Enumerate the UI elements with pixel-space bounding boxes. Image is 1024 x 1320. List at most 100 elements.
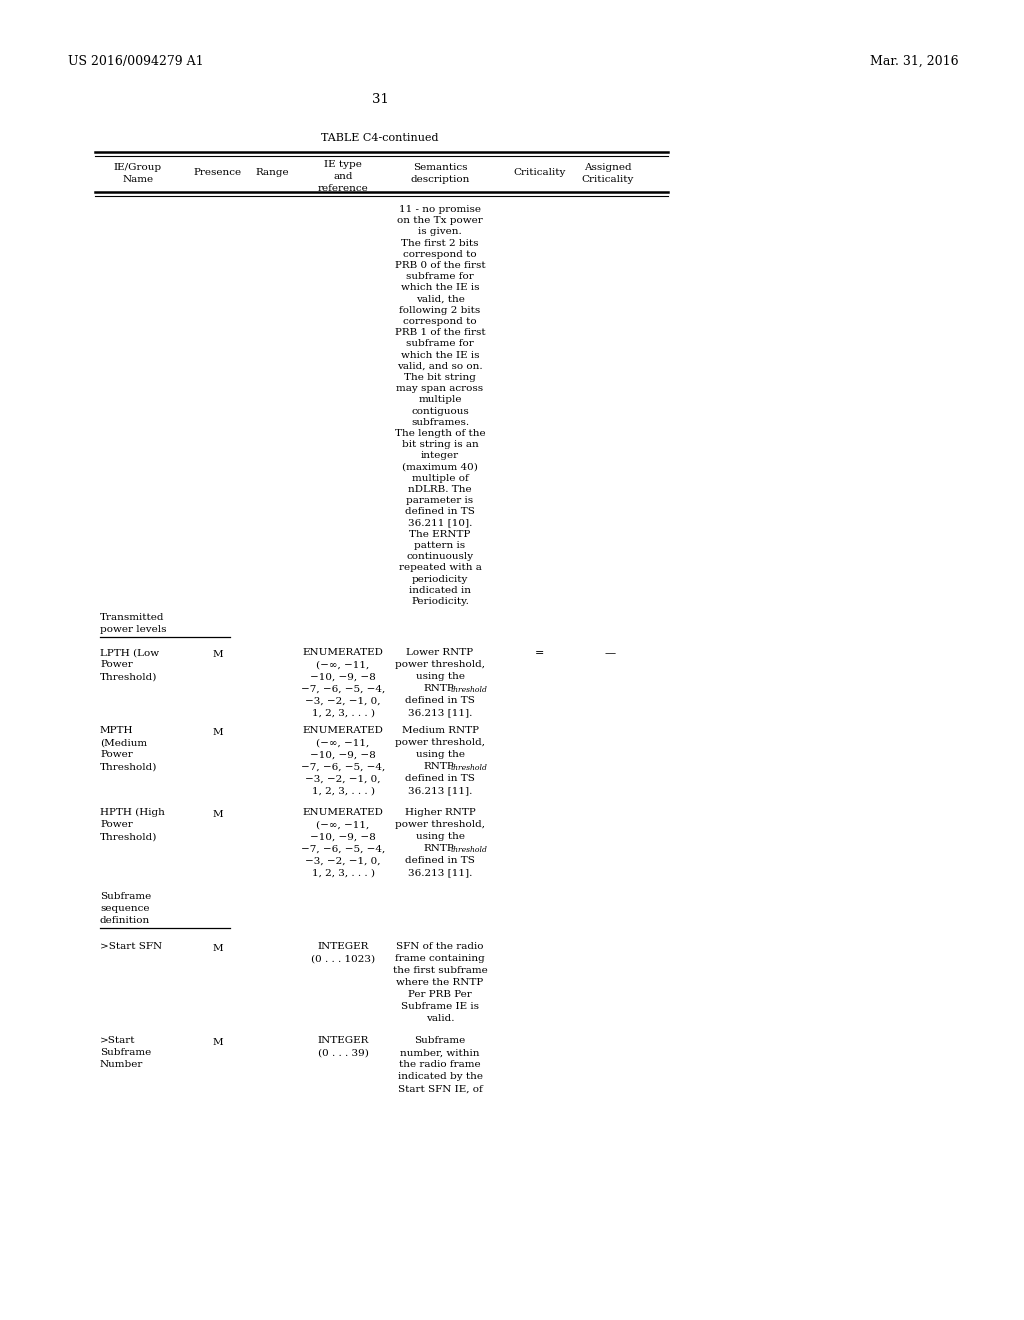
- Text: 1, 2, 3, . . . ): 1, 2, 3, . . . ): [311, 787, 375, 795]
- Text: using the: using the: [416, 750, 465, 759]
- Text: may span across: may span across: [396, 384, 483, 393]
- Text: Name: Name: [123, 176, 154, 183]
- Text: 36.213 [11].: 36.213 [11].: [408, 869, 472, 878]
- Text: Transmitted: Transmitted: [100, 614, 165, 622]
- Text: threshold: threshold: [451, 686, 487, 694]
- Text: which the IE is: which the IE is: [400, 284, 479, 293]
- Text: PRB 1 of the first: PRB 1 of the first: [394, 329, 485, 337]
- Text: power levels: power levels: [100, 626, 167, 634]
- Text: using the: using the: [416, 672, 465, 681]
- Text: Higher RNTP: Higher RNTP: [404, 808, 475, 817]
- Text: Criticality: Criticality: [514, 168, 566, 177]
- Text: following 2 bits: following 2 bits: [399, 306, 480, 314]
- Text: valid.: valid.: [426, 1014, 455, 1023]
- Text: indicated in: indicated in: [409, 586, 471, 595]
- Text: number, within: number, within: [400, 1048, 480, 1057]
- Text: Subframe: Subframe: [100, 1048, 152, 1057]
- Text: M: M: [213, 1039, 223, 1047]
- Text: (maximum 40): (maximum 40): [402, 462, 478, 471]
- Text: Subframe IE is: Subframe IE is: [401, 1002, 479, 1011]
- Text: Assigned: Assigned: [584, 162, 632, 172]
- Text: Power: Power: [100, 660, 133, 669]
- Text: which the IE is: which the IE is: [400, 351, 479, 359]
- Text: and: and: [333, 172, 352, 181]
- Text: subframes.: subframes.: [411, 418, 469, 426]
- Text: (−∞, −11,: (−∞, −11,: [316, 820, 370, 829]
- Text: 31: 31: [372, 92, 388, 106]
- Text: 1, 2, 3, . . . ): 1, 2, 3, . . . ): [311, 869, 375, 878]
- Text: Mar. 31, 2016: Mar. 31, 2016: [870, 55, 958, 69]
- Text: using the: using the: [416, 832, 465, 841]
- Text: M: M: [213, 651, 223, 659]
- Text: on the Tx power: on the Tx power: [397, 216, 483, 226]
- Text: −7, −6, −5, −4,: −7, −6, −5, −4,: [301, 762, 385, 771]
- Text: periodicity: periodicity: [412, 574, 468, 583]
- Text: SFN of the radio: SFN of the radio: [396, 942, 483, 952]
- Text: the first subframe: the first subframe: [392, 966, 487, 975]
- Text: −10, −9, −8: −10, −9, −8: [310, 832, 376, 841]
- Text: 36.213 [11].: 36.213 [11].: [408, 787, 472, 795]
- Text: Range: Range: [255, 168, 289, 177]
- Text: defined in TS: defined in TS: [406, 507, 475, 516]
- Text: The bit string: The bit string: [404, 374, 476, 381]
- Text: −3, −2, −1, 0,: −3, −2, −1, 0,: [305, 775, 381, 783]
- Text: repeated with a: repeated with a: [398, 564, 481, 573]
- Text: Per PRB Per: Per PRB Per: [409, 990, 472, 999]
- Text: M: M: [213, 810, 223, 820]
- Text: power threshold,: power threshold,: [395, 738, 485, 747]
- Text: −3, −2, −1, 0,: −3, −2, −1, 0,: [305, 857, 381, 865]
- Text: Medium RNTP: Medium RNTP: [401, 726, 478, 735]
- Text: ENUMERATED: ENUMERATED: [302, 726, 383, 735]
- Text: MPTH: MPTH: [100, 726, 133, 735]
- Text: Threshold): Threshold): [100, 832, 158, 841]
- Text: pattern is: pattern is: [415, 541, 466, 550]
- Text: 1, 2, 3, . . . ): 1, 2, 3, . . . ): [311, 709, 375, 717]
- Text: IE/Group: IE/Group: [114, 162, 162, 172]
- Text: valid, and so on.: valid, and so on.: [397, 362, 482, 371]
- Text: threshold: threshold: [451, 846, 487, 854]
- Text: the radio frame: the radio frame: [399, 1060, 481, 1069]
- Text: −3, −2, −1, 0,: −3, −2, −1, 0,: [305, 696, 381, 705]
- Text: LPTH (Low: LPTH (Low: [100, 648, 159, 657]
- Text: subframe for: subframe for: [407, 272, 474, 281]
- Text: US 2016/0094279 A1: US 2016/0094279 A1: [68, 55, 204, 69]
- Text: ENUMERATED: ENUMERATED: [302, 808, 383, 817]
- Text: Lower RNTP: Lower RNTP: [407, 648, 473, 657]
- Text: >Start SFN: >Start SFN: [100, 942, 162, 952]
- Text: The length of the: The length of the: [394, 429, 485, 438]
- Text: multiple: multiple: [418, 396, 462, 404]
- Text: M: M: [213, 729, 223, 737]
- Text: Number: Number: [100, 1060, 143, 1069]
- Text: Threshold): Threshold): [100, 672, 158, 681]
- Text: description: description: [411, 176, 470, 183]
- Text: INTEGER: INTEGER: [317, 942, 369, 952]
- Text: valid, the: valid, the: [416, 294, 465, 304]
- Text: defined in TS: defined in TS: [406, 775, 475, 783]
- Text: Subframe: Subframe: [415, 1036, 466, 1045]
- Text: −7, −6, −5, −4,: −7, −6, −5, −4,: [301, 845, 385, 853]
- Text: TABLE C4-continued: TABLE C4-continued: [322, 133, 438, 143]
- Text: subframe for: subframe for: [407, 339, 474, 348]
- Text: bit string is an: bit string is an: [401, 440, 478, 449]
- Text: Start SFN IE, of: Start SFN IE, of: [397, 1084, 482, 1093]
- Text: Power: Power: [100, 820, 133, 829]
- Text: 11 - no promise: 11 - no promise: [399, 205, 481, 214]
- Text: Power: Power: [100, 750, 133, 759]
- Text: IE type: IE type: [324, 160, 361, 169]
- Text: (−∞, −11,: (−∞, −11,: [316, 660, 370, 669]
- Text: Subframe: Subframe: [100, 892, 152, 902]
- Text: (−∞, −11,: (−∞, −11,: [316, 738, 370, 747]
- Text: >Start: >Start: [100, 1036, 135, 1045]
- Text: power threshold,: power threshold,: [395, 820, 485, 829]
- Text: parameter is: parameter is: [407, 496, 473, 506]
- Text: —: —: [604, 648, 615, 659]
- Text: =: =: [536, 648, 545, 659]
- Text: INTEGER: INTEGER: [317, 1036, 369, 1045]
- Text: Periodicity.: Periodicity.: [411, 597, 469, 606]
- Text: continuously: continuously: [407, 552, 473, 561]
- Text: ENUMERATED: ENUMERATED: [302, 648, 383, 657]
- Text: 36.213 [11].: 36.213 [11].: [408, 709, 472, 717]
- Text: PRB 0 of the first: PRB 0 of the first: [394, 261, 485, 271]
- Text: definition: definition: [100, 916, 151, 925]
- Text: power threshold,: power threshold,: [395, 660, 485, 669]
